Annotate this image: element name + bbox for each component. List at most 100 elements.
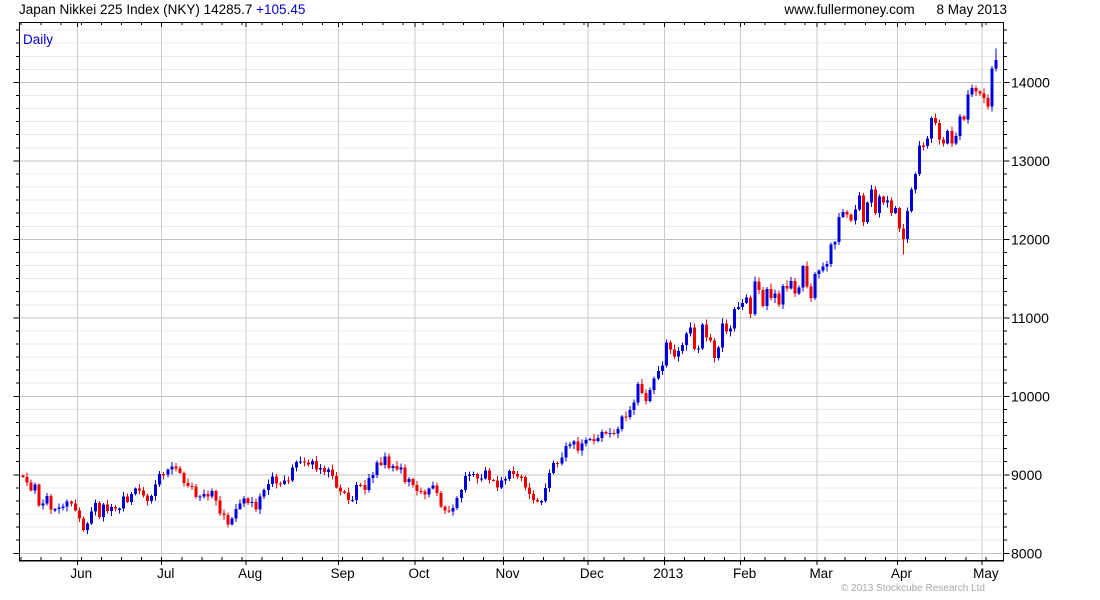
candle-up [636, 383, 640, 403]
candle-up [914, 173, 918, 190]
candle-up [134, 488, 138, 495]
candle-up [483, 470, 487, 479]
candle-up [355, 484, 359, 500]
candle-up [700, 324, 704, 349]
candle-down [77, 510, 81, 519]
candle-down [524, 476, 528, 488]
candle-up [459, 490, 463, 499]
candle-down [214, 490, 218, 501]
candle-up [737, 306, 741, 309]
candle-down [861, 195, 865, 223]
candle-up [926, 138, 930, 146]
candle-up [250, 502, 254, 504]
candle-up [588, 438, 592, 441]
candle-down [37, 484, 41, 506]
candle-down [624, 416, 628, 418]
candle-up [262, 490, 266, 497]
candle-up [479, 478, 483, 480]
candle-up [258, 496, 262, 510]
candle-up [282, 480, 286, 484]
candle-up [632, 402, 636, 410]
candle-up [118, 508, 122, 510]
candle-up [451, 507, 455, 512]
candle-up [930, 117, 934, 139]
candle-up [608, 432, 612, 435]
site-url: www.fullermoney.com [784, 2, 915, 17]
candle-down [419, 490, 423, 492]
candle-down [286, 480, 290, 482]
candle-down [323, 468, 327, 473]
candle-up [946, 130, 950, 144]
candle-up [298, 461, 302, 463]
candle-down [793, 281, 797, 294]
candle-down [97, 503, 101, 518]
candle-up [652, 378, 656, 391]
candle-down [274, 476, 278, 484]
candle-down [889, 200, 893, 214]
candle-down [938, 122, 942, 140]
candle-up [130, 494, 134, 502]
y-axis-label: 12000 [1011, 231, 1050, 247]
candle-up [741, 302, 745, 307]
candle-up [825, 264, 829, 267]
candle-up [853, 209, 857, 221]
candle-up [717, 347, 721, 359]
candle-up [427, 488, 431, 495]
candle-up [270, 476, 274, 485]
header-right: www.fullermoney.com 8 May 2013 [784, 2, 1007, 17]
candle-down [934, 117, 938, 123]
candle-down [536, 500, 540, 502]
candle-up [910, 189, 914, 211]
y-axis: 8000 9000 10000 11000 12000 13000 14000 [13, 29, 1050, 561]
candle-down [81, 518, 85, 531]
candle-up [230, 518, 234, 525]
candle-down [387, 456, 391, 469]
candle-up [773, 293, 777, 299]
candle-up [906, 210, 910, 240]
candle-down [805, 265, 809, 287]
candle-up [499, 480, 503, 488]
candle-down [761, 289, 765, 306]
candle-up [596, 437, 600, 441]
candle-down [644, 393, 648, 402]
candle-up [729, 328, 733, 332]
candle-up [234, 508, 238, 519]
candle-down [222, 513, 226, 515]
candle-down [439, 492, 443, 507]
candle-down [528, 487, 532, 494]
candle-down [668, 342, 672, 350]
candle-down [512, 470, 516, 475]
candle-down [182, 473, 186, 483]
candle-up [544, 488, 548, 502]
candle-down [873, 189, 877, 213]
candle-up [552, 462, 556, 473]
candle-up [580, 443, 584, 451]
candle-down [363, 484, 367, 490]
candle-down [950, 130, 954, 144]
candle-up [503, 478, 507, 481]
candle-up [57, 507, 61, 510]
candle-down [974, 88, 978, 92]
x-axis-label: Jun [70, 566, 92, 581]
candle-up [53, 509, 57, 511]
candle-up [310, 460, 314, 465]
candle-up [508, 470, 511, 479]
candle-up [954, 136, 958, 144]
candle-up [958, 116, 962, 137]
candle-down [21, 475, 25, 477]
candle-down [604, 432, 608, 434]
candle-down [359, 484, 363, 487]
candle-up [327, 469, 331, 473]
candle-up [676, 350, 680, 357]
candle-down [897, 208, 901, 229]
candle-up [648, 390, 652, 402]
candle-down [487, 470, 491, 481]
candle-up [564, 445, 568, 458]
x-axis-label: Dec [580, 566, 604, 581]
candle-up [471, 473, 475, 476]
candle-up [391, 466, 395, 469]
candle-down [186, 482, 190, 487]
candle-up [817, 270, 821, 274]
candle-down [25, 476, 29, 483]
candle-up [383, 456, 387, 466]
